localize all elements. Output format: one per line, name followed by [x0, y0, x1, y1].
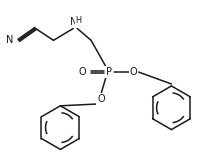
Text: O: O: [97, 94, 105, 104]
Text: O: O: [78, 67, 86, 77]
Text: O: O: [130, 67, 138, 77]
Text: N: N: [6, 35, 14, 45]
Text: P: P: [106, 67, 112, 77]
Text: H: H: [75, 16, 81, 25]
Text: N: N: [70, 17, 77, 27]
